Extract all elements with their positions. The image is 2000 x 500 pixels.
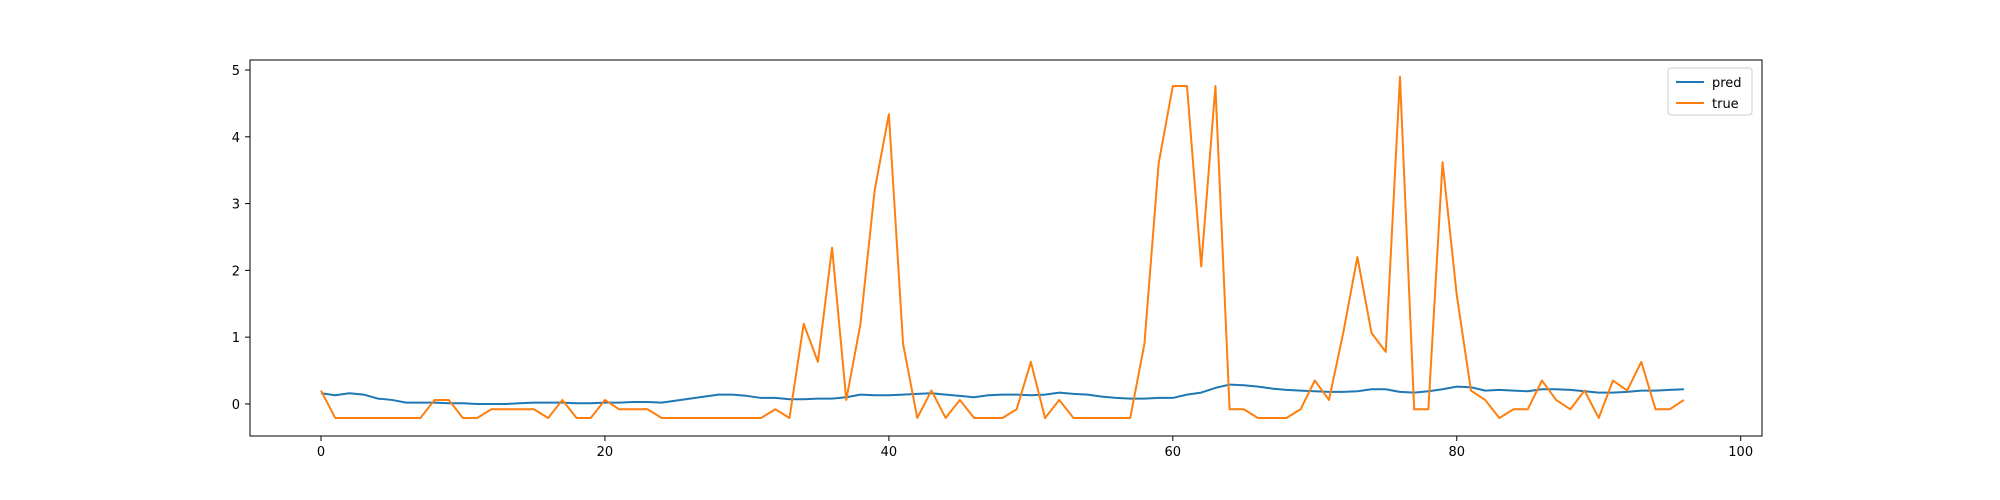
series-line-pred <box>320 383 1684 405</box>
series-layer <box>320 75 1685 419</box>
x-tick-label: 100 <box>1728 445 1753 460</box>
x-tick-label: 20 <box>597 445 614 460</box>
y-tick-label: 4 <box>232 131 240 146</box>
x-tick-label: 80 <box>1448 445 1465 460</box>
series-line-true <box>320 75 1685 419</box>
x-tick-label: 0 <box>317 445 325 460</box>
legend-label-pred: pred <box>1712 76 1742 91</box>
plot-area <box>249 59 1763 437</box>
axes-frame <box>249 59 1763 437</box>
y-tick-label: 0 <box>232 398 240 413</box>
x-tick-label: 40 <box>881 445 898 460</box>
legend: pred true <box>1667 67 1753 116</box>
x-tick-label: 60 <box>1165 445 1182 460</box>
x-axis: 0 20 40 60 80 100 <box>317 436 1753 460</box>
y-axis: 0 1 2 3 4 5 <box>232 64 250 413</box>
y-tick-label: 1 <box>232 331 240 346</box>
y-tick-label: 5 <box>232 64 240 79</box>
legend-label-true: true <box>1712 97 1739 112</box>
y-tick-label: 3 <box>232 198 240 213</box>
y-tick-label: 2 <box>232 264 240 279</box>
